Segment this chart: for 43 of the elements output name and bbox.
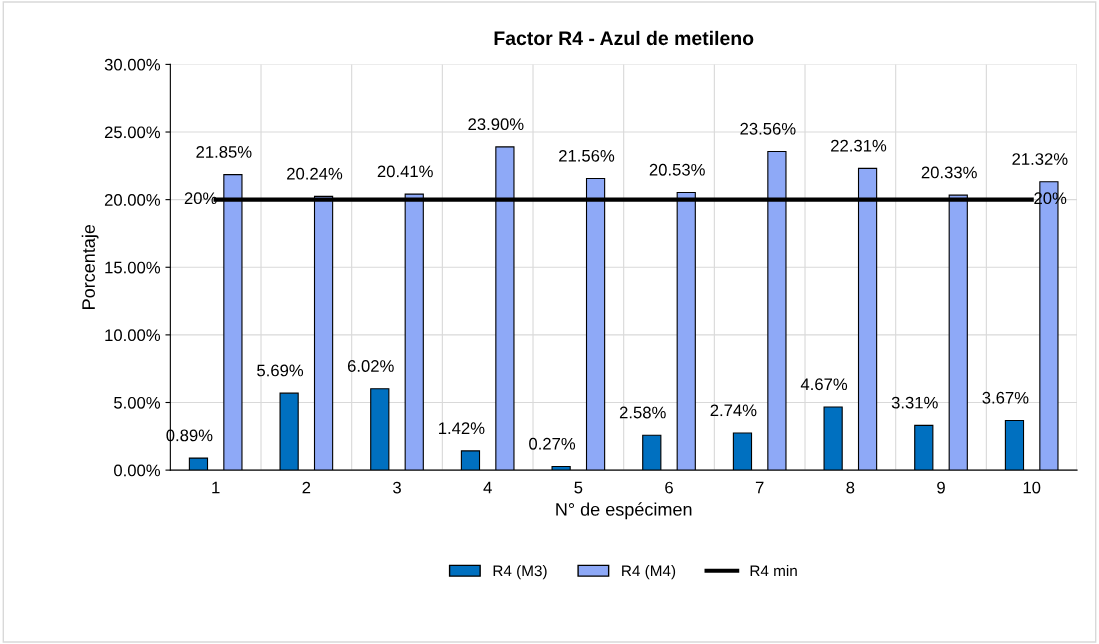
- data-label: 20.41%: [377, 165, 433, 178]
- data-label: 1.42%: [439, 422, 485, 435]
- x-tick-label: 6: [665, 481, 673, 494]
- x-tick-label: 7: [755, 481, 764, 494]
- data-label: 5.69%: [257, 364, 304, 377]
- data-label: 21.56%: [559, 149, 615, 162]
- data-label: 6.02%: [347, 360, 394, 372]
- x-axis-title: N° de espécimen: [556, 502, 692, 520]
- data-label: 20%: [184, 192, 217, 205]
- data-label: 23.90%: [468, 118, 524, 131]
- legend-label: R4 (M3): [493, 565, 547, 580]
- data-label: 4.67%: [800, 378, 848, 391]
- y-tick-label: 5.00%: [114, 396, 161, 409]
- data-label: 2.74%: [710, 404, 757, 417]
- y-tick-label: 30.00%: [104, 58, 161, 71]
- y-tick-label: 20.00%: [104, 194, 161, 206]
- x-tick-label: 2: [302, 481, 311, 494]
- y-tick-label: 10.00%: [105, 329, 161, 342]
- x-tick-label: 8: [846, 481, 855, 494]
- data-label: 20.53%: [649, 163, 705, 176]
- data-label: 20.24%: [287, 167, 343, 180]
- data-label: 20.33%: [921, 166, 977, 179]
- y-tick-label: 0.00%: [114, 464, 161, 477]
- legend-label: R4 min: [750, 565, 797, 577]
- x-tick-label: 10: [1023, 481, 1041, 494]
- data-label: 0.27%: [529, 437, 576, 450]
- x-tick-label: 5: [574, 481, 583, 494]
- chart-title: Factor R4 - Azul de metileno: [494, 30, 754, 46]
- x-tick-label: 1: [212, 481, 220, 494]
- data-label: 21.85%: [196, 146, 252, 158]
- x-tick-label: 3: [393, 481, 401, 494]
- x-tick-label: 9: [937, 481, 945, 494]
- legend-label: R4 (M4): [622, 565, 676, 580]
- data-label: 3.31%: [891, 396, 938, 409]
- data-label: 2.58%: [619, 406, 666, 419]
- y-tick-label: 25.00%: [104, 126, 161, 139]
- data-label: 3.67%: [982, 391, 1029, 404]
- y-axis-title: Porcentaje: [81, 224, 99, 309]
- data-label: 21.32%: [1012, 153, 1068, 165]
- data-label: 23.56%: [740, 122, 796, 135]
- data-label: 22.31%: [831, 139, 887, 152]
- x-tick-label: 4: [483, 481, 492, 494]
- y-tick-label: 15.00%: [105, 261, 161, 274]
